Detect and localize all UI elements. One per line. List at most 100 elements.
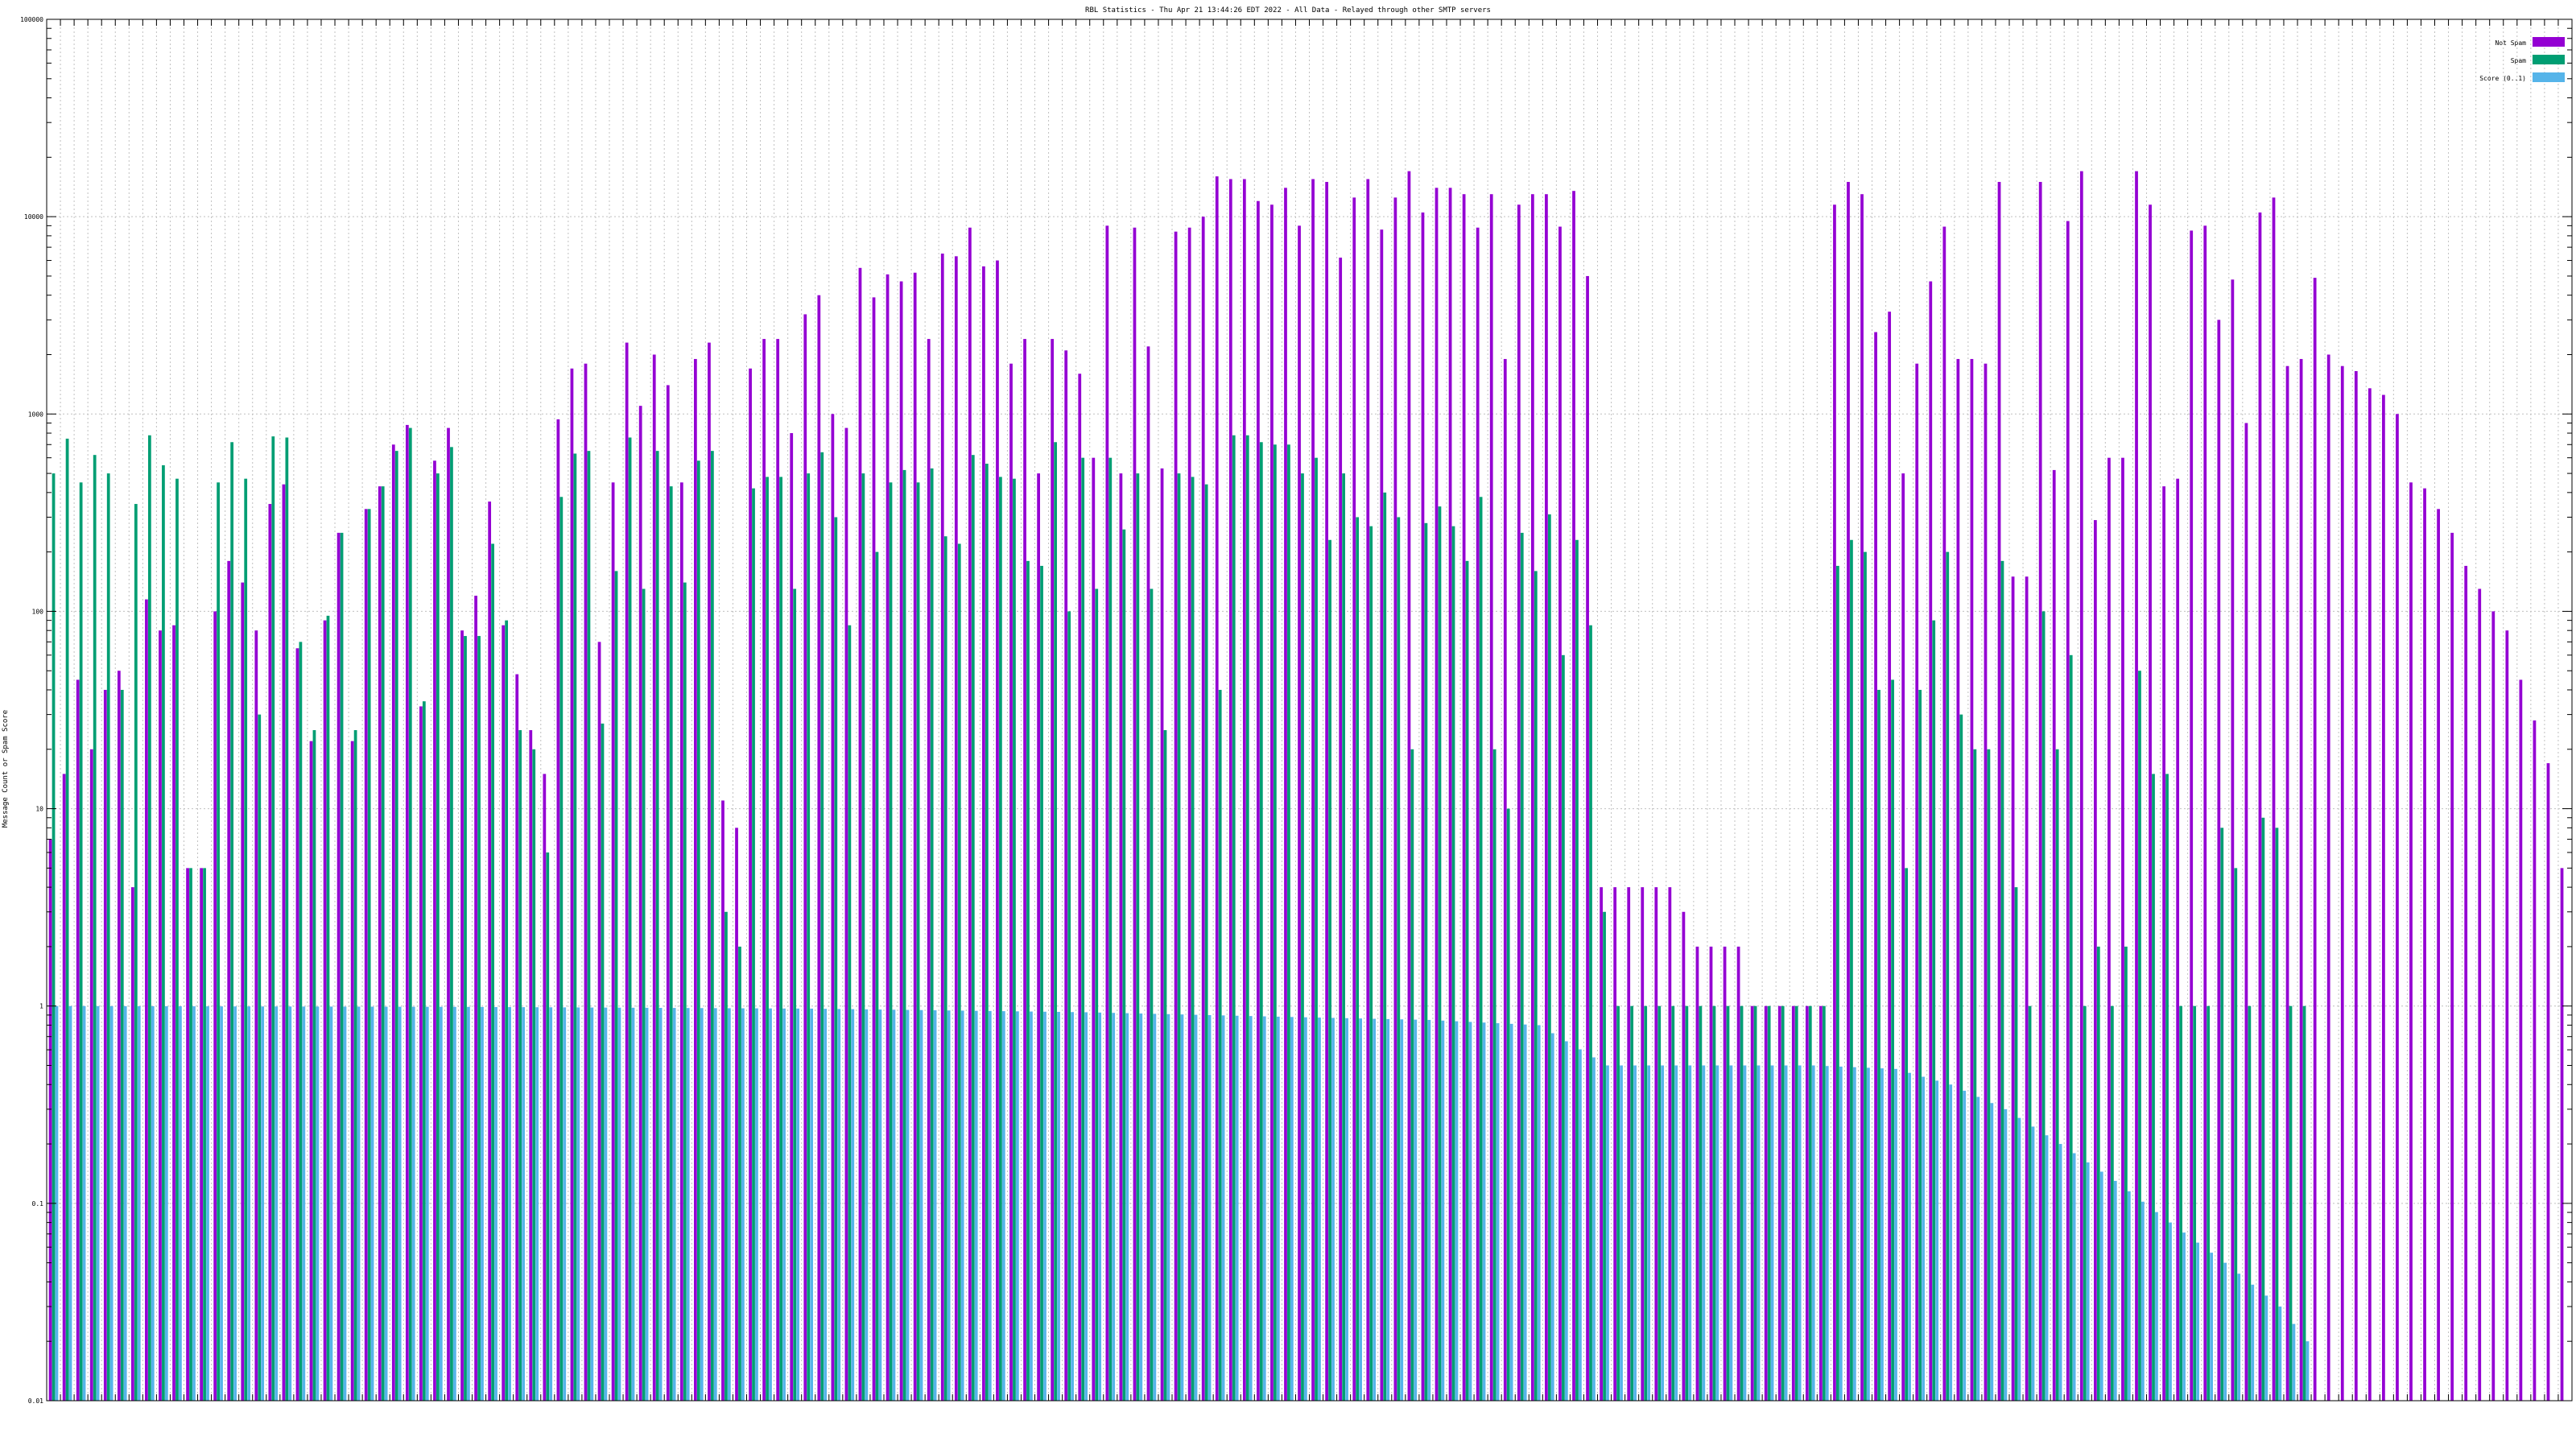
bar-spam — [436, 473, 440, 1401]
bar-score-0-1 — [288, 1006, 292, 1401]
bar-not-spam — [996, 260, 999, 1401]
bar-not-spam — [1435, 188, 1439, 1401]
bar-score-0-1 — [974, 1010, 978, 1401]
bar-score-0-1 — [2169, 1222, 2172, 1401]
bar-not-spam — [1764, 1005, 1768, 1401]
bar-not-spam — [2533, 720, 2537, 1401]
bar-spam — [1108, 457, 1113, 1402]
bar-not-spam — [694, 358, 697, 1402]
bar-not-spam — [2149, 204, 2152, 1401]
bar-score-0-1 — [384, 1006, 388, 1401]
y-tick-label: 10 — [35, 806, 43, 813]
bar-not-spam — [1901, 473, 1905, 1401]
bar-spam — [1163, 730, 1167, 1401]
bar-not-spam — [2025, 576, 2029, 1401]
bar-spam — [601, 723, 605, 1401]
bar-score-0-1 — [2278, 1307, 2282, 1401]
bar-not-spam — [213, 611, 217, 1401]
bar-not-spam — [350, 741, 354, 1401]
bar-not-spam — [1888, 312, 1892, 1402]
legend-label: Not Spam — [2495, 39, 2526, 47]
bar-spam — [340, 532, 344, 1401]
bar-score-0-1 — [220, 1006, 223, 1401]
bar-not-spam — [1298, 225, 1301, 1401]
bar-spam — [162, 464, 165, 1402]
bar-score-0-1 — [2127, 1191, 2131, 1401]
bar-score-0-1 — [1001, 1011, 1005, 1401]
bar-score-0-1 — [1620, 1065, 1623, 1401]
bar-spam — [326, 615, 330, 1401]
bar-spam — [559, 497, 564, 1401]
bar-spam — [2248, 1005, 2252, 1401]
bar-spam — [1603, 911, 1606, 1401]
bar-not-spam — [817, 295, 821, 1402]
bar-not-spam — [62, 774, 66, 1401]
bar-not-spam — [268, 504, 272, 1401]
bar-not-spam — [1736, 946, 1740, 1401]
bar-spam — [2261, 817, 2265, 1401]
y-axis-label: Message Count or Spam Score — [2, 710, 10, 828]
bar-not-spam — [1682, 911, 1686, 1401]
bar-score-0-1 — [824, 1009, 828, 1401]
bar-score-0-1 — [275, 1006, 279, 1401]
bar-spam — [1506, 808, 1510, 1401]
bar-not-spam — [405, 424, 409, 1401]
bar-score-0-1 — [1798, 1065, 1802, 1401]
legend-swatch — [2533, 72, 2565, 82]
bar-spam — [587, 451, 591, 1401]
bar-not-spam — [927, 339, 931, 1402]
bar-score-0-1 — [1057, 1011, 1060, 1401]
bar-score-0-1 — [1949, 1084, 1953, 1401]
bar-score-0-1 — [1030, 1011, 1033, 1401]
bar-score-0-1 — [906, 1009, 910, 1401]
bar-score-0-1 — [1935, 1080, 1939, 1401]
bar-spam — [1699, 1005, 1703, 1401]
bar-not-spam — [364, 509, 368, 1401]
bar-not-spam — [1956, 358, 1960, 1402]
bar-spam — [1726, 1005, 1730, 1401]
bar-score-0-1 — [1564, 1041, 1568, 1401]
bar-score-0-1 — [109, 1005, 114, 1401]
bar-score-0-1 — [302, 1006, 306, 1401]
bar-score-0-1 — [576, 1007, 580, 1401]
bar-score-0-1 — [1990, 1103, 1994, 1401]
bar-spam — [285, 437, 289, 1401]
bar-not-spam — [1600, 887, 1603, 1401]
bar-score-0-1 — [1976, 1096, 1980, 1401]
bar-not-spam — [1860, 194, 1864, 1402]
y-tick-label: 100 — [32, 608, 44, 615]
bar-score-0-1 — [1523, 1024, 1527, 1401]
bar-not-spam — [378, 486, 382, 1401]
bar-score-0-1 — [123, 1005, 127, 1401]
bar-not-spam — [282, 484, 286, 1402]
bar-spam — [106, 473, 110, 1401]
bar-score-0-1 — [192, 1006, 196, 1401]
bar-not-spam — [1228, 179, 1232, 1402]
bar-spam — [532, 749, 536, 1401]
bar-spam — [1232, 435, 1236, 1401]
bar-score-0-1 — [2237, 1274, 2241, 1401]
bar-score-0-1 — [892, 1009, 896, 1401]
bar-score-0-1 — [1331, 1018, 1335, 1401]
bar-spam — [546, 852, 550, 1401]
bar-spam — [312, 730, 316, 1401]
bar-not-spam — [1695, 946, 1699, 1401]
bar-score-0-1 — [343, 1006, 347, 1401]
bar-spam — [1973, 749, 1977, 1401]
bar-score-0-1 — [1221, 1015, 1225, 1401]
bar-spam — [353, 730, 357, 1401]
bar-spam — [271, 436, 275, 1401]
bar-not-spam — [899, 281, 903, 1401]
bar-spam — [1492, 749, 1496, 1401]
bar-not-spam — [790, 433, 794, 1401]
bar-score-0-1 — [2141, 1201, 2145, 1401]
bar-not-spam — [1339, 258, 1343, 1401]
bar-not-spam — [1750, 1005, 1754, 1401]
bar-spam — [2014, 887, 2018, 1401]
bar-score-0-1 — [1922, 1076, 1925, 1401]
bar-not-spam — [2094, 520, 2097, 1401]
bar-not-spam — [1215, 176, 1219, 1402]
bar-score-0-1 — [1579, 1049, 1582, 1401]
bar-spam — [1767, 1005, 1771, 1401]
bar-spam — [1520, 532, 1524, 1401]
